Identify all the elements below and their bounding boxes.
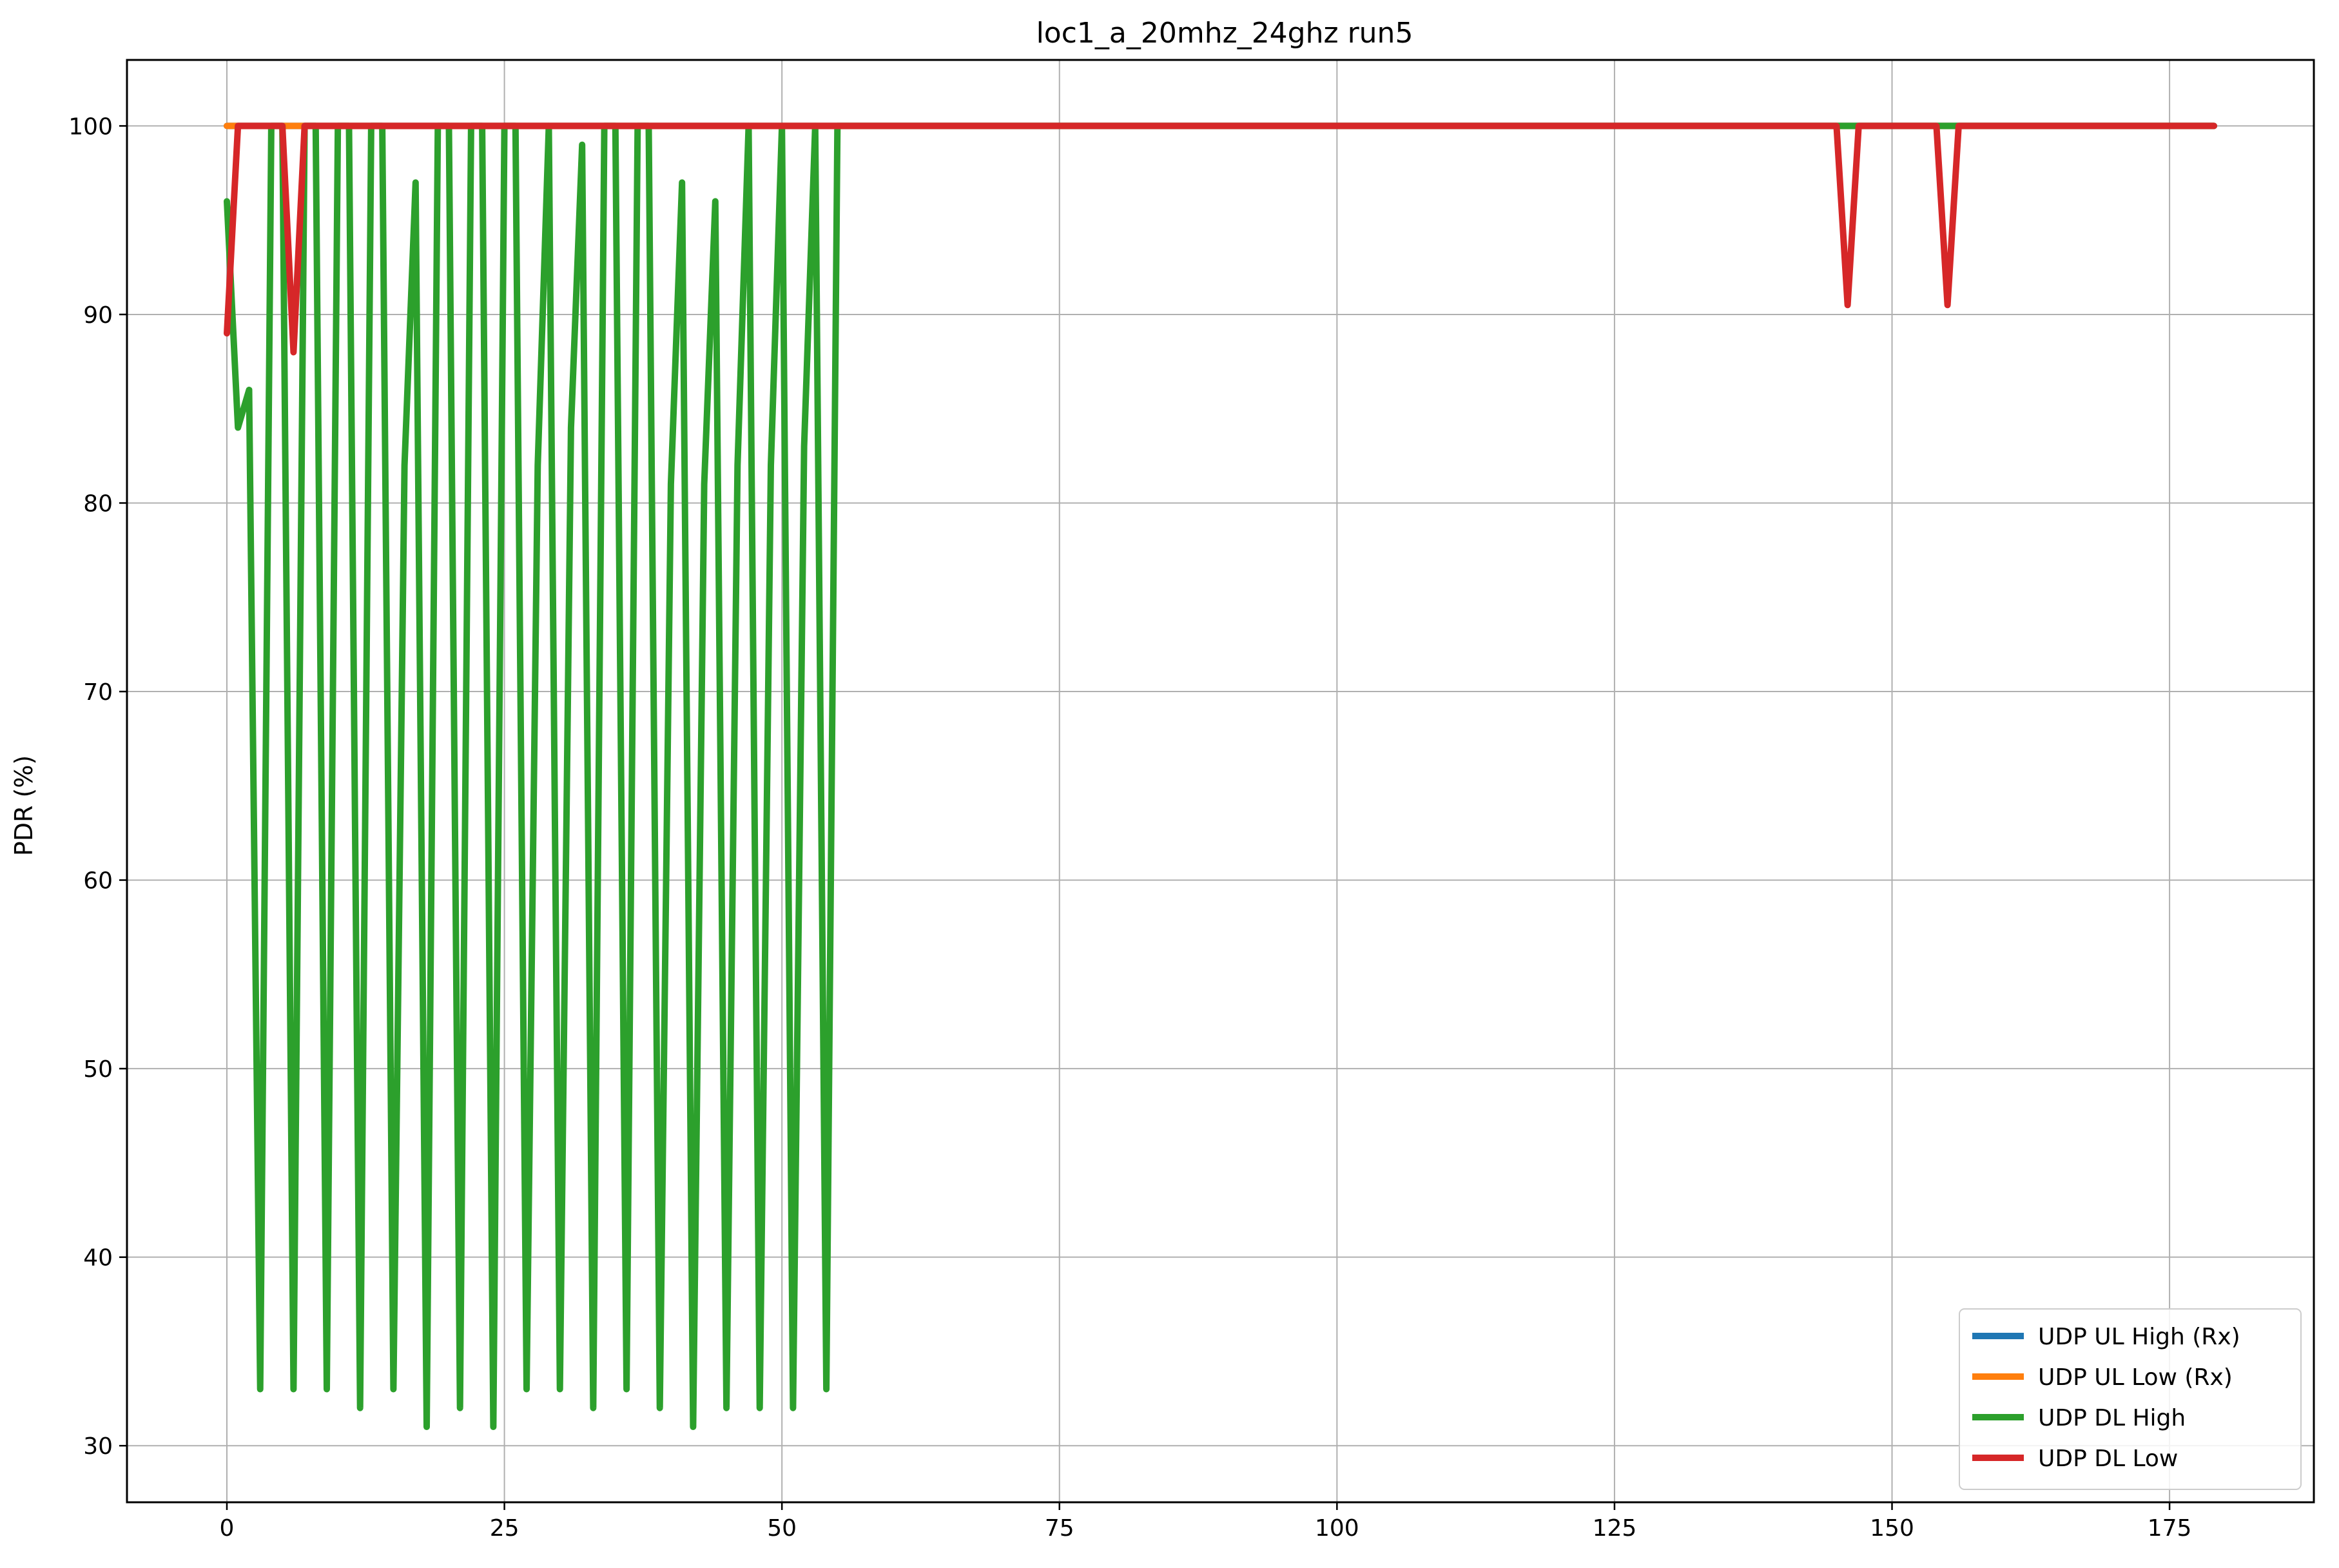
series-line-4 xyxy=(224,122,2217,356)
y-tick-label: 100 xyxy=(68,113,113,140)
y-tick-label: 50 xyxy=(83,1056,113,1083)
y-tick-label: 80 xyxy=(83,490,113,517)
axis-ticks: 0 25 50 75 100 125 150 175 30 40 50 60 70 80 90 100 xyxy=(68,113,2191,1542)
y-tick-label: 30 xyxy=(83,1433,113,1460)
y-axis-label: PDR (%) xyxy=(10,755,38,856)
x-tick-label: 150 xyxy=(1870,1515,1914,1542)
plot-area-frame xyxy=(126,59,2315,1504)
chart-title: loc1_a_20mhz_24ghz run5 xyxy=(1036,17,1413,50)
y-tick-label: 40 xyxy=(83,1245,113,1272)
y-tick-label: 90 xyxy=(83,302,113,329)
x-tick-label: 175 xyxy=(2148,1515,2192,1542)
legend: UDP UL High (Rx) UDP UL Low (Rx) UDP DL Hi… xyxy=(1959,1308,2302,1490)
x-tick-label: 125 xyxy=(1593,1515,1637,1542)
legend-entry-label: UDP DL High xyxy=(2038,1405,2186,1431)
y-tick-label: 60 xyxy=(83,868,113,895)
y-tick-label: 70 xyxy=(83,679,113,706)
x-tick-label: 50 xyxy=(767,1515,797,1542)
x-tick-label: 75 xyxy=(1045,1515,1074,1542)
x-tick-label: 0 xyxy=(220,1515,235,1542)
x-tick-label: 25 xyxy=(490,1515,519,1542)
legend-entry-label: UDP DL Low xyxy=(2038,1446,2178,1472)
series-lines xyxy=(224,122,2217,1430)
series-line-3 xyxy=(224,122,2217,1430)
legend-entry-label: UDP UL High (Rx) xyxy=(2038,1324,2240,1350)
legend-entry-label: UDP UL Low (Rx) xyxy=(2038,1364,2233,1391)
x-tick-label: 100 xyxy=(1315,1515,1359,1542)
legend-box xyxy=(1959,1308,2302,1490)
